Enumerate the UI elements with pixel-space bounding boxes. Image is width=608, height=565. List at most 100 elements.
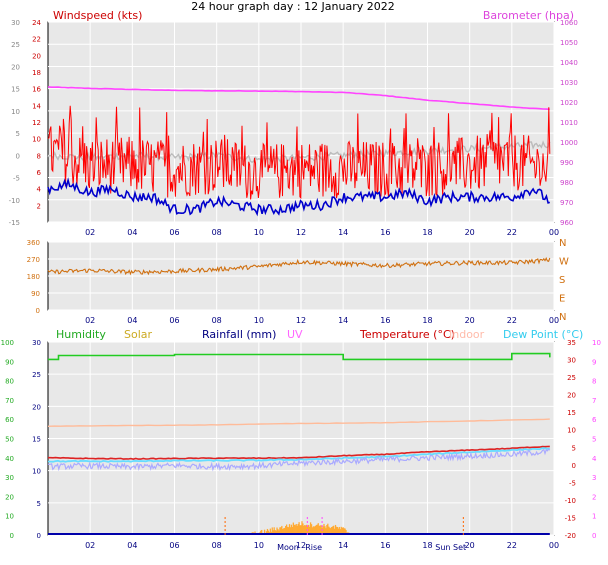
temp-humidity-series [47,352,551,535]
legend-item: Humidity [56,328,106,341]
rain-tick: 25 [32,371,41,379]
legend-item: Dew Point (°C) [503,328,583,341]
left-inner-tick: 8 [37,152,41,160]
left-outer-tick: 15 [11,86,20,94]
humidity-tick: 70 [5,397,14,405]
right-tick: 1060 [560,19,578,27]
humidity-tick: 80 [5,378,14,386]
x-tick-label: 06 [169,316,179,325]
compass-label: S [559,275,565,286]
x-tick-label: 12 [296,316,306,325]
right-tick: 1050 [560,39,578,47]
x-tick-label: 12 [296,541,306,550]
right-tick: 1040 [560,59,578,67]
x-tick-label: 10 [254,316,264,325]
left-outer-tick: -15 [9,219,20,227]
uv-tick: 3 [592,474,596,482]
rain-tick: 15 [32,436,41,444]
wind-baro-x-ticks: 02 04 06 08 10 12 14 16 18 20 22 00 [85,228,559,237]
left-inner-tick: 18 [32,69,41,77]
temp-tick: -10 [565,497,576,505]
x-tick-label: 20 [465,316,475,325]
humidity-tick: 40 [5,455,14,463]
wind-baro-series [47,86,551,217]
temperature-line [48,445,550,461]
humidity-tick: 30 [5,474,14,482]
humidity-tick: 60 [5,416,14,424]
x-tick-label: 14 [338,228,348,237]
wind-gust-line [47,105,551,200]
x-tick-label: 12 [296,228,306,237]
wind-baro-left-outer-ticks: -15 -10 -5 0 5 10 15 20 25 30 [9,19,20,227]
compass-label: E [559,294,565,305]
temp-tick: 25 [567,374,576,382]
x-tick-label: 02 [85,228,95,237]
annotation-label: Rise [305,543,322,552]
legend-item: Rainfall (mm) [202,328,276,341]
x-tick-label: 10 [254,228,264,237]
temp-humidity-panel: 02 04 06 08 10 12 14 16 18 20 22 00 010203040506070… [1,328,601,552]
legend-windspeed: Windspeed (kts) [53,9,142,22]
left-inner-tick: 20 [32,52,41,60]
humidity-tick: 10 [5,513,14,521]
dir-tick: 180 [27,273,40,281]
dir-tick: 360 [27,239,40,247]
x-tick-label: 14 [338,541,348,550]
barometer-line [47,86,550,111]
legend-item: UV [287,328,303,341]
wind-direction-grid [48,241,555,311]
left-inner-tick: 22 [32,36,41,44]
dir-tick: 270 [27,256,40,264]
uv-tick: 4 [592,455,597,463]
temp-tick: -20 [565,532,576,540]
x-tick-label: 18 [422,228,432,237]
x-tick-label: 06 [169,228,179,237]
temp-tick: 15 [567,409,576,417]
left-outer-tick: 20 [11,63,20,71]
left-outer-tick: 0 [16,152,20,160]
left-outer-tick: 5 [16,130,20,138]
humidity-tick: 90 [5,358,14,366]
rain-tick: 20 [32,403,41,411]
x-tick-label: 18 [422,541,432,550]
x-tick-label: 04 [127,541,137,550]
humidity-tick: 100 [1,339,14,347]
left-inner-tick: 12 [32,119,41,127]
x-tick-label: 08 [212,316,222,325]
x-tick-label: 00 [549,316,559,325]
temp-tick: -15 [565,514,576,522]
x-tick-label: 08 [212,541,222,550]
chart-title: 24 hour graph day : 12 January 2022 [191,0,395,13]
feels-like-line [47,448,551,472]
right-tick: 990 [560,159,573,167]
x-tick-label: 10 [254,541,264,550]
uv-tick: 6 [592,416,597,424]
left-inner-tick: 24 [32,19,41,27]
left-outer-tick: -10 [9,197,20,205]
x-tick-label: 02 [85,541,95,550]
right-tick: 1000 [560,139,578,147]
right-tick: 970 [560,199,573,207]
x-tick-label: 14 [338,316,348,325]
rain-tick: 0 [37,532,41,540]
legend-item: Temperature (°C) [359,328,455,341]
legend-barometer: Barometer (hpa) [483,9,574,22]
left-inner-tick: 16 [32,86,41,94]
wind-direction-left-ticks: 0 90 180 270 360 [27,239,40,315]
dir-tick: 0 [36,307,40,315]
x-tick-label: 00 [549,541,559,550]
left-outer-tick: 25 [11,41,20,49]
humidity-tick: 20 [5,493,14,501]
left-inner-tick: 2 [37,202,41,210]
compass-label: N [559,238,566,249]
uv-tick: 2 [592,493,596,501]
x-tick-label: 16 [380,316,390,325]
wind-direction-x-ticks: 02 04 06 08 10 12 14 16 18 20 22 00 [85,316,559,325]
x-tick-label: 22 [507,316,517,325]
temp-tick: -5 [569,479,576,487]
x-tick-label: 02 [85,316,95,325]
